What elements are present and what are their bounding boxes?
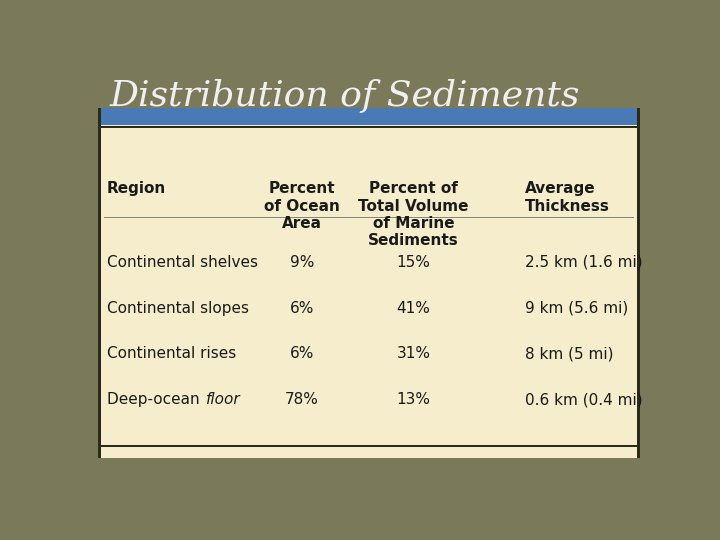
Text: 9%: 9% [290,255,314,270]
Text: 31%: 31% [397,346,431,361]
Bar [99,109,101,458]
Text: Continental slopes: Continental slopes [107,301,248,315]
Text: 0.6 km (0.4 mi): 0.6 km (0.4 mi) [526,392,643,407]
Text: Percent
of Ocean
Area: Percent of Ocean Area [264,181,340,231]
Text: 2.5 km (1.6 mi): 2.5 km (1.6 mi) [526,255,643,270]
Bar [99,126,639,129]
Bar [104,217,634,218]
Text: Continental rises: Continental rises [107,346,236,361]
Text: 78%: 78% [285,392,319,407]
Bar [99,109,639,458]
Text: Deep-ocean: Deep-ocean [107,392,204,407]
Bar [99,109,639,125]
Text: Continental shelves: Continental shelves [107,255,258,270]
Text: 13%: 13% [397,392,431,407]
Text: floor: floor [206,392,240,407]
Text: Average
Thickness: Average Thickness [526,181,610,214]
Text: Percent of
Total Volume
of Marine
Sediments: Percent of Total Volume of Marine Sedime… [359,181,469,248]
Text: Distribution of Sediments: Distribution of Sediments [109,79,580,113]
Text: 6%: 6% [290,301,314,315]
Bar [99,445,639,447]
Text: Region: Region [107,181,166,196]
Text: 9 km (5.6 mi): 9 km (5.6 mi) [526,301,629,315]
Text: 41%: 41% [397,301,431,315]
Text: 6%: 6% [290,346,314,361]
Bar [637,109,639,458]
Text: 15%: 15% [397,255,431,270]
Text: 8 km (5 mi): 8 km (5 mi) [526,346,613,361]
